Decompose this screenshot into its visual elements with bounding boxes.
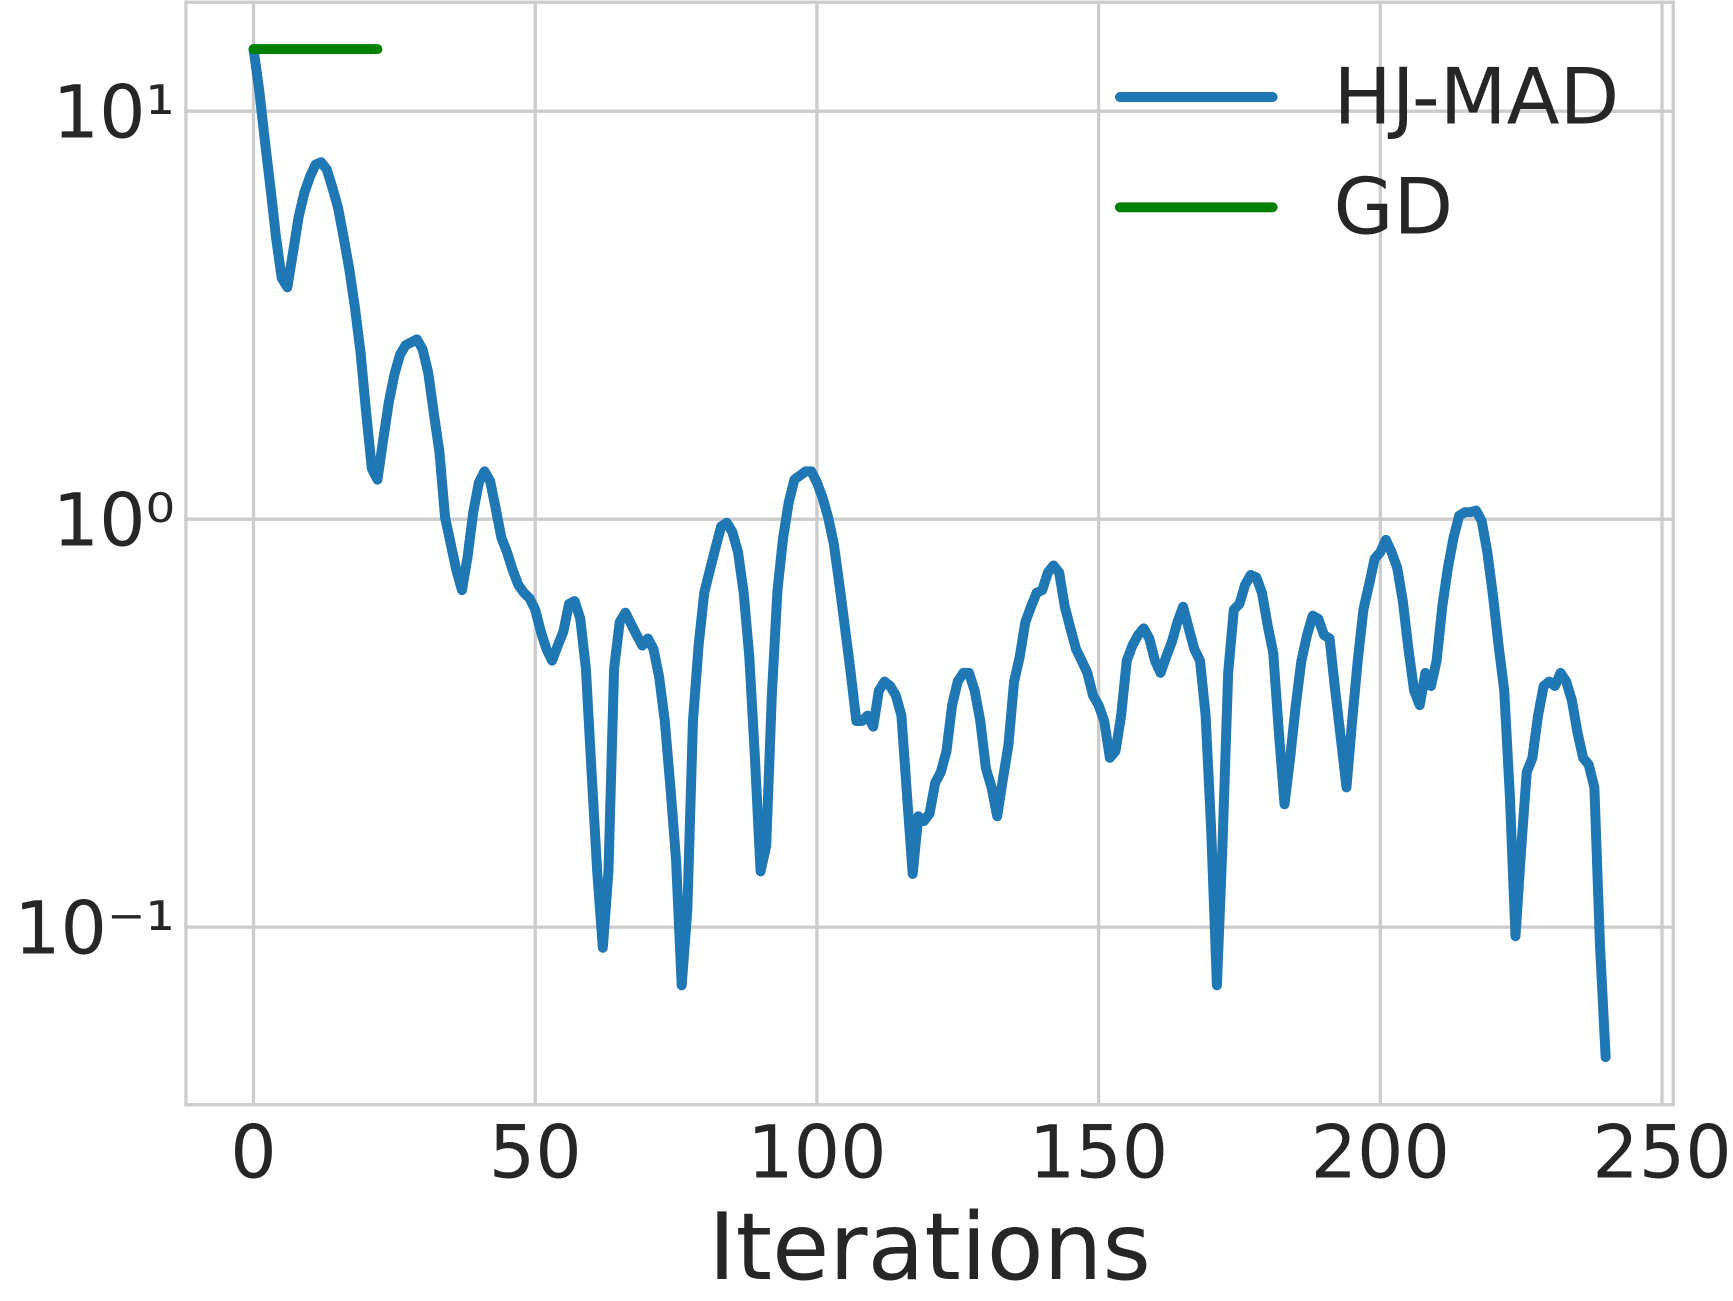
x-tick-label: 200 [1311,1111,1450,1196]
legend-label: GD [1334,163,1454,253]
legend-label: HJ-MAD [1334,53,1620,143]
y-tick-label: 10⁰ [53,479,175,564]
x-tick-label: 100 [747,1111,886,1196]
legend: HJ-MAD GD [1114,53,1620,253]
x-tick-label: 0 [230,1111,276,1196]
x-tick-label: 150 [1029,1111,1168,1196]
lines [248,44,1611,1063]
x-tick-label: 50 [489,1111,582,1196]
y-tick-label: 10⁻¹ [14,887,175,972]
y-tick-label: 10¹ [53,71,175,156]
series-line [248,44,1611,1063]
x-axis-label: Iterations [708,1193,1151,1301]
x-tick-label: 250 [1592,1111,1731,1196]
plot-frame [184,0,1675,1107]
